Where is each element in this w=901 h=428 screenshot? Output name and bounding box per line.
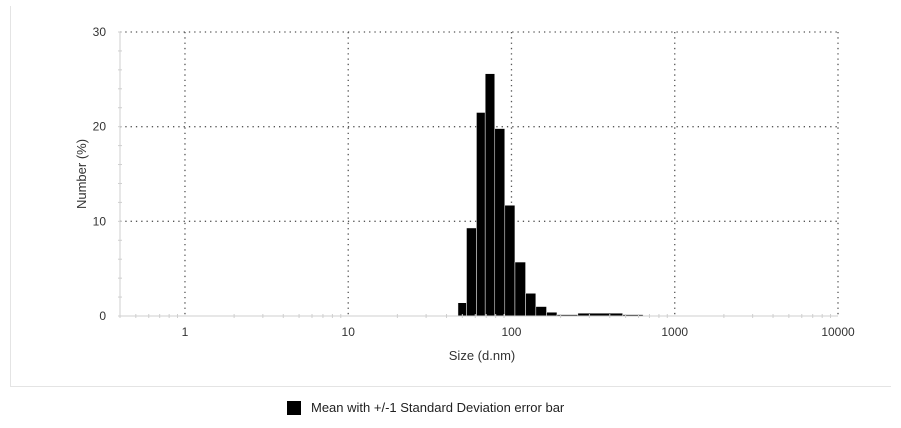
x-tick-label: 1 — [182, 325, 189, 339]
bar-layer — [457, 73, 644, 317]
y-tick-label: 20 — [93, 120, 107, 134]
legend: Mean with +/-1 Standard Deviation error … — [287, 400, 564, 415]
y-tick-label: 30 — [93, 25, 107, 39]
histogram-bar — [494, 128, 506, 317]
histogram-bar — [514, 261, 526, 317]
x-tick-label: 10000 — [821, 325, 855, 339]
legend-label: Mean with +/-1 Standard Deviation error … — [311, 400, 565, 415]
label-layer: 1 10 100 1000 10000 0 10 20 30 — [93, 25, 855, 339]
x-tick-label: 10 — [342, 325, 356, 339]
y-axis-title: Number (%) — [74, 139, 89, 209]
x-axis-title: Size (d.nm) — [449, 348, 515, 363]
x-tick-label: 100 — [501, 325, 521, 339]
histogram-bar — [546, 311, 558, 317]
axis-layer — [118, 31, 838, 318]
histogram-bar — [504, 204, 516, 317]
y-tick-label: 10 — [93, 214, 107, 228]
histogram-bar — [525, 293, 537, 317]
figure-frame-bottom — [10, 386, 891, 387]
x-tick-label: 1000 — [661, 325, 688, 339]
legend-swatch — [287, 400, 301, 415]
histogram-bar — [535, 306, 547, 317]
figure-frame-left — [10, 6, 11, 386]
y-tick-label: 0 — [99, 309, 106, 323]
histogram-bar — [476, 112, 486, 317]
histogram-bar — [484, 73, 496, 317]
histogram-bar — [466, 227, 477, 317]
